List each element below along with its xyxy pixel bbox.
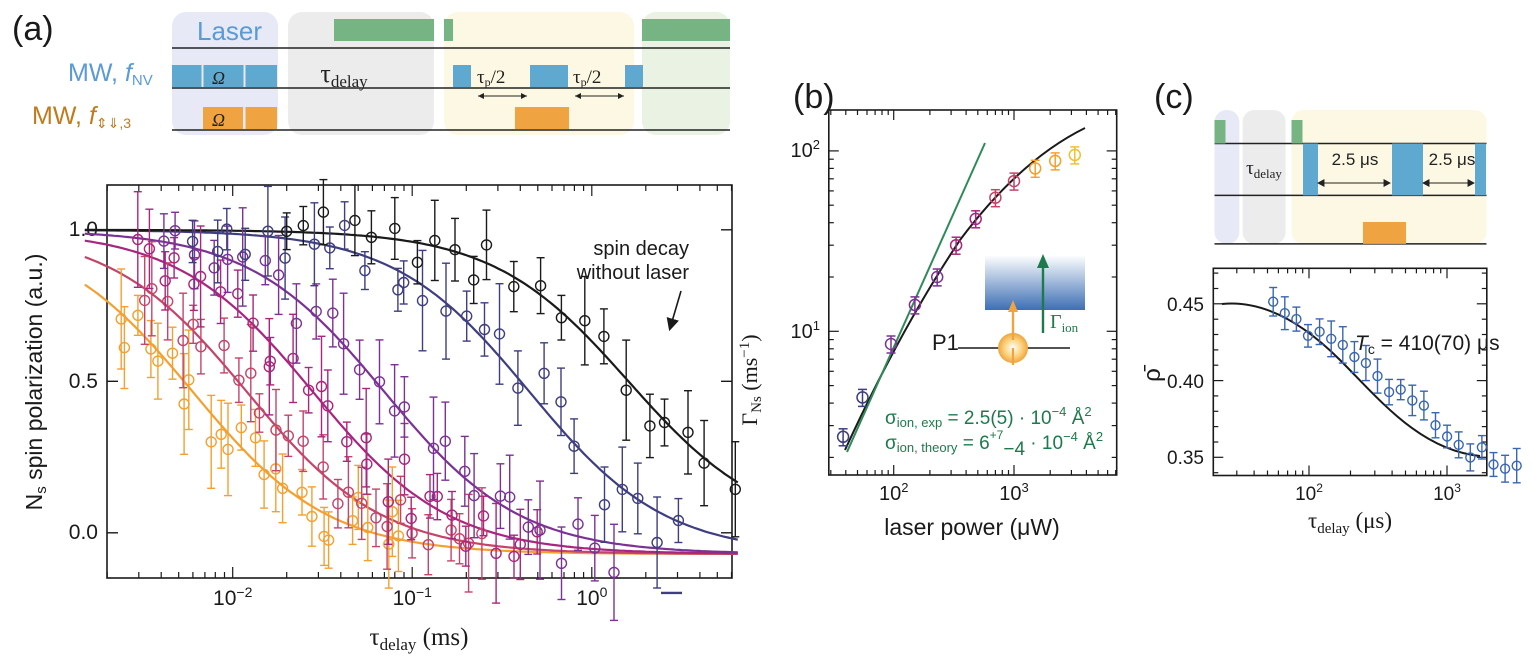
- svg-text:2.5 μs: 2.5 μs: [1332, 150, 1379, 169]
- svg-text:Ns spin polarization (a.u.): Ns spin polarization (a.u.): [21, 254, 50, 511]
- svg-text:0.40: 0.40: [1167, 372, 1204, 393]
- svg-text:P1: P1: [932, 330, 959, 355]
- svg-text:(a): (a): [12, 10, 54, 48]
- svg-text:0.0: 0.0: [69, 521, 98, 544]
- svg-text:without laser: without laser: [576, 262, 690, 284]
- svg-text:0.45: 0.45: [1167, 295, 1204, 316]
- svg-text:τp/2: τp/2: [477, 67, 505, 89]
- svg-text:τp/2: τp/2: [573, 67, 601, 89]
- svg-text:Ω: Ω: [212, 68, 225, 88]
- svg-text:Laser: Laser: [197, 16, 262, 46]
- svg-text:Tc = 410(70) μs: Tc = 410(70) μs: [1355, 332, 1500, 357]
- svg-text:0.5: 0.5: [69, 370, 98, 393]
- svg-text:spin decay: spin decay: [593, 238, 689, 260]
- svg-text:Ω: Ω: [212, 110, 225, 130]
- svg-text:laser power (μW): laser power (μW): [884, 514, 1060, 540]
- svg-text:(c): (c): [1154, 78, 1194, 116]
- svg-text:0.35: 0.35: [1167, 448, 1204, 469]
- svg-text:2.5 μs: 2.5 μs: [1429, 150, 1476, 169]
